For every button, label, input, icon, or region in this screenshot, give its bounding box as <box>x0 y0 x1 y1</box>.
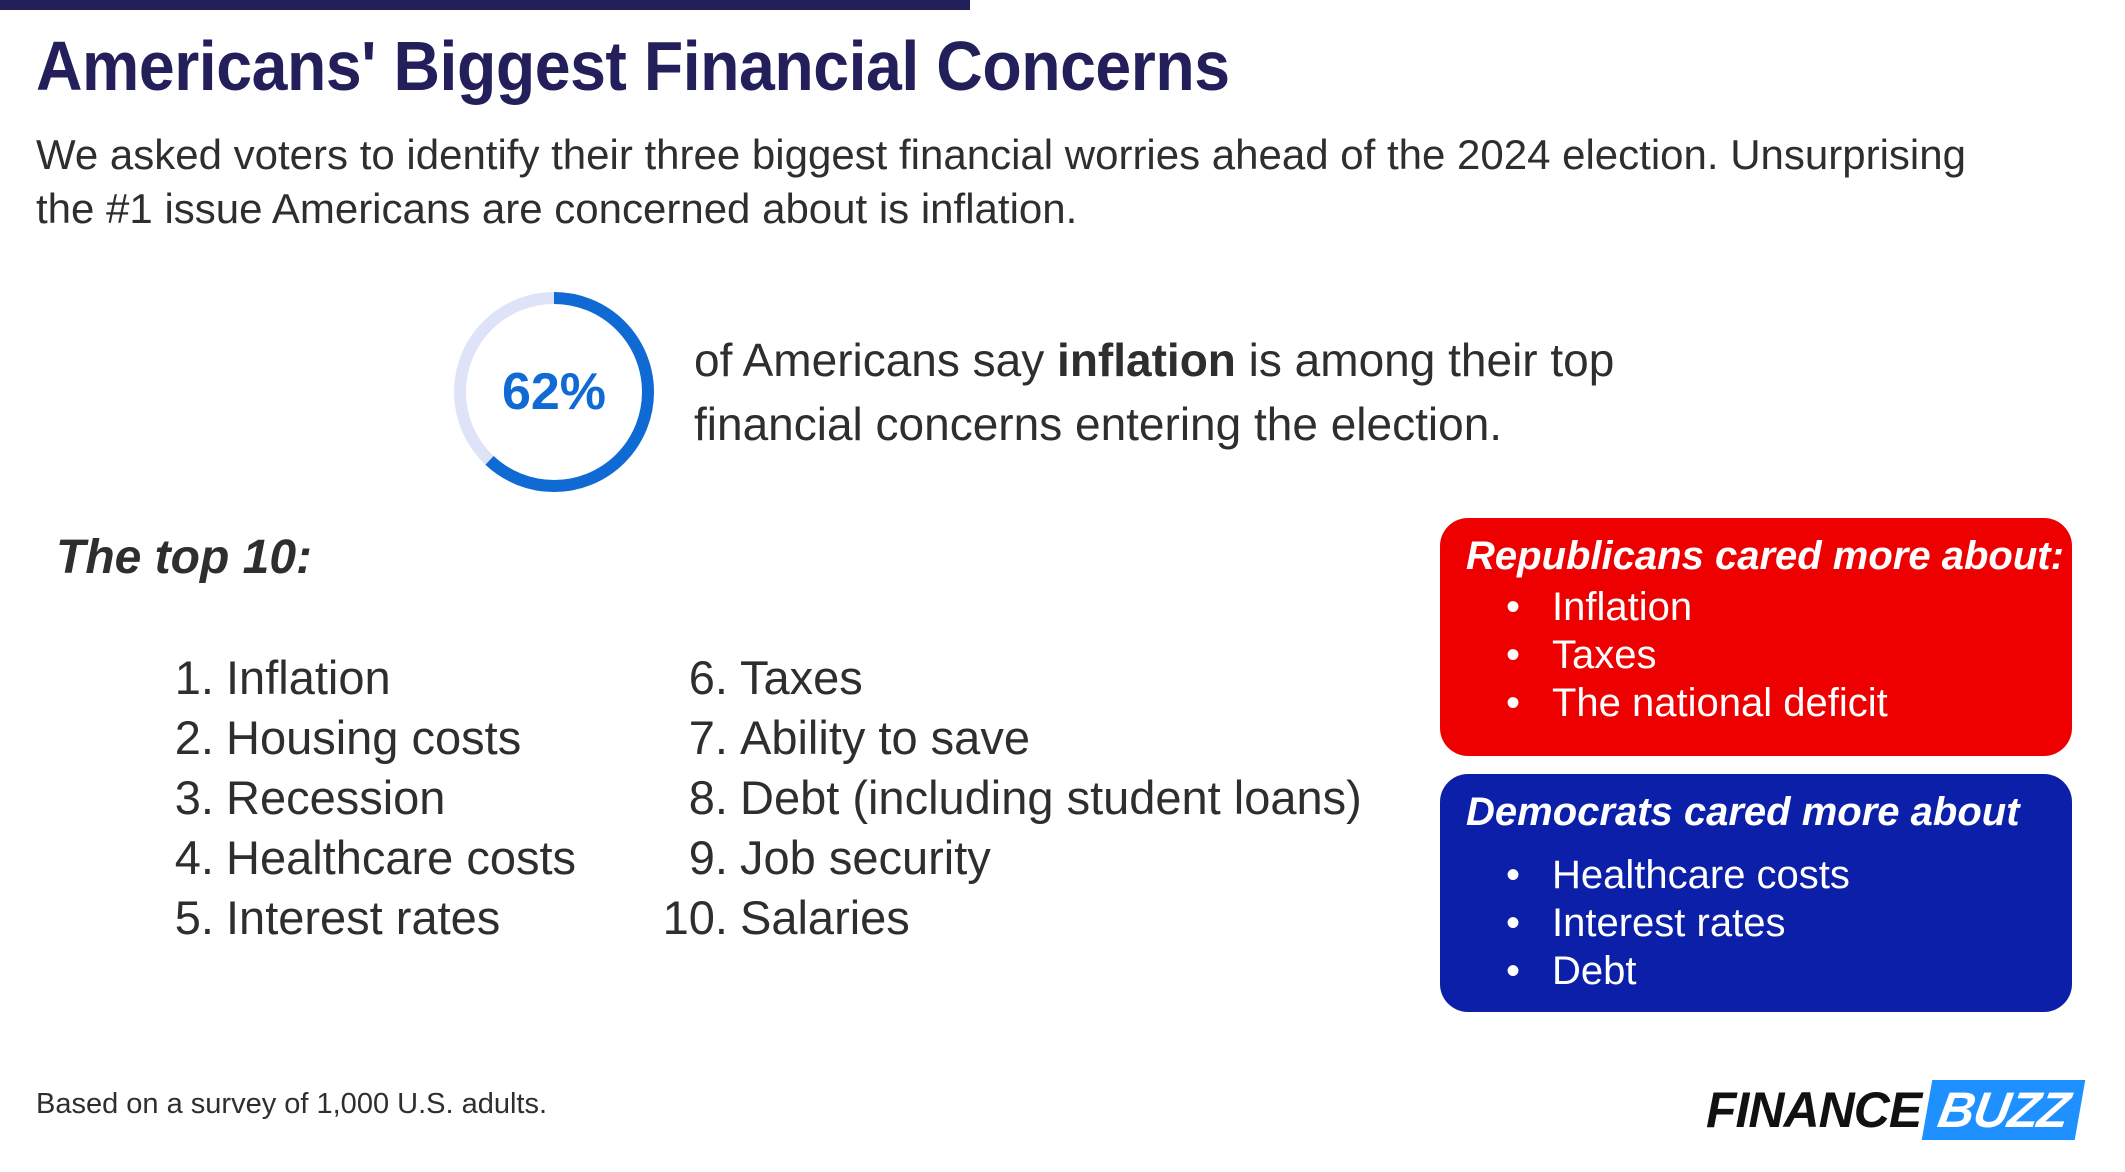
donut-value-arc <box>454 292 654 492</box>
top-accent-rule <box>0 0 970 10</box>
top10-list-column-1: 1. Inflation 2. Housing costs 3. Recession … <box>150 648 576 948</box>
inflation-donut-chart <box>454 292 654 492</box>
list-item-label: Healthcare costs <box>226 831 577 884</box>
list-item: Inflation <box>1506 583 2046 631</box>
list-item: 5. Interest rates <box>150 888 576 948</box>
list-item-label: Ability to save <box>740 711 1030 764</box>
list-item: 6. Taxes <box>650 648 1362 708</box>
list-item: Healthcare costs <box>1506 851 2046 899</box>
list-item: 3. Recession <box>150 768 576 828</box>
list-item: Taxes <box>1506 631 2046 679</box>
top10-heading: The top 10: <box>56 531 313 584</box>
list-item-label: Debt (including student loans) <box>740 771 1362 824</box>
list-item: 7. Ability to save <box>650 708 1362 768</box>
stat-text-before: of Americans say <box>694 334 1058 386</box>
page-subtitle: We asked voters to identify their three … <box>36 131 1966 232</box>
list-item-number: 2. <box>174 711 214 764</box>
republicans-box-title: Republicans cared more about: <box>1466 534 2064 578</box>
donut-value-label: 62% <box>501 363 607 421</box>
republicans-list: Inflation Taxes The national deficit <box>1466 583 2046 727</box>
stat-text-bold: inflation <box>1057 334 1236 386</box>
top10-list-column-2: 6. Taxes 7. Ability to save 8. Debt (includ… <box>650 648 1362 948</box>
list-item-number: 7. <box>688 711 728 764</box>
democrats-list: Healthcare costs Interest rates Debt <box>1466 851 2046 995</box>
list-item-number: 6. <box>688 651 728 704</box>
republicans-box: Republicans cared more about: Inflation … <box>1440 518 2072 756</box>
list-item: 9. Job security <box>650 828 1362 888</box>
footnote: Based on a survey of 1,000 U.S. adults. <box>36 1088 548 1120</box>
list-item: 4. Healthcare costs <box>150 828 576 888</box>
list-item-label: Housing costs <box>226 711 522 764</box>
list-item-number: 9. <box>688 831 728 884</box>
list-item: 8. Debt (including student loans) <box>650 768 1362 828</box>
list-item-number: 3. <box>174 771 214 824</box>
list-item-label: Salaries <box>740 891 910 944</box>
list-item: Debt <box>1506 947 2046 995</box>
list-item-label: Job security <box>740 831 991 884</box>
list-item-label: Recession <box>226 771 446 824</box>
list-item-number: 8. <box>688 771 728 824</box>
list-item: 10. Salaries <box>650 888 1362 948</box>
list-item-label: Interest rates <box>226 891 501 944</box>
democrats-box-title: Democrats cared more about <box>1466 790 2020 834</box>
list-item: The national deficit <box>1506 679 2046 727</box>
logo-wordmark-buzz: BUZZ <box>1921 1080 2086 1140</box>
list-item-label: Taxes <box>740 651 863 704</box>
list-item-number: 1. <box>174 651 214 704</box>
list-item-number: 4. <box>174 831 214 884</box>
list-item-number: 5. <box>174 891 214 944</box>
list-item-number: 10. <box>662 891 728 944</box>
democrats-box: Democrats cared more about Healthcare co… <box>1440 774 2072 1012</box>
financebuzz-logo: FINANCE BUZZ <box>1706 1080 2086 1140</box>
stat-text-after: is among their top financial concerns en… <box>694 334 1615 450</box>
list-item: 1. Inflation <box>150 648 576 708</box>
page-title: Americans' Biggest Financial Concerns <box>36 27 1230 105</box>
stat-description: of Americans say inflation is among thei… <box>694 328 1674 456</box>
logo-wordmark-finance: FINANCE <box>1706 1082 1922 1138</box>
list-item: Interest rates <box>1506 899 2046 947</box>
list-item-label: Inflation <box>226 651 391 704</box>
list-item: 2. Housing costs <box>150 708 576 768</box>
